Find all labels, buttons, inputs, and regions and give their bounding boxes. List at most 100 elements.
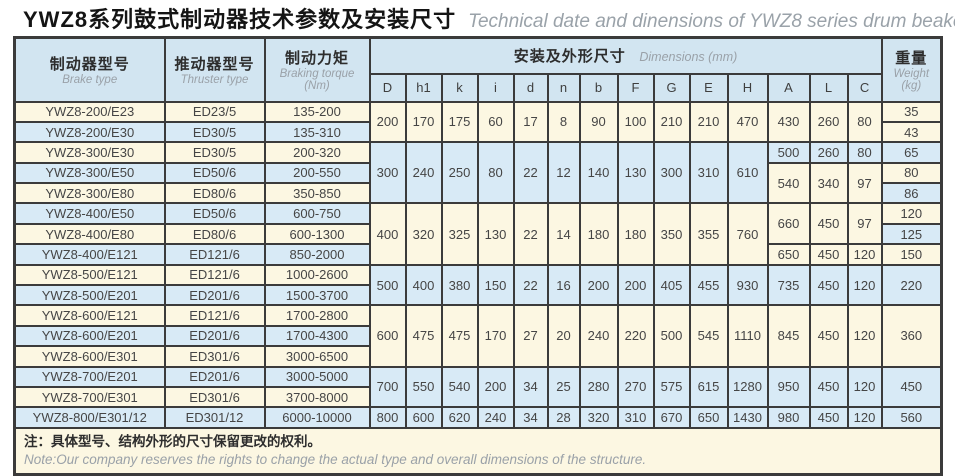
cell-torque: 350-850 <box>263 182 371 205</box>
table-row: YWZ8-700/E201 ED201/6 3000-5000 700 550 540 20… <box>13 365 943 409</box>
cell-k: 250 <box>440 141 479 205</box>
cell-thruster: ED30/5 <box>163 141 266 164</box>
cell-F: 100 <box>616 100 655 144</box>
cell-H: 470 <box>726 100 769 144</box>
cell-D: 200 <box>368 100 407 144</box>
spec-table: 制动器型号 Brake type 推动器型号 Thruster type 制动力… <box>13 36 944 476</box>
cell-weight: 150 <box>880 243 943 266</box>
cell-E: 355 <box>688 202 729 266</box>
cell-n: 16 <box>546 263 581 307</box>
cell-F: 310 <box>616 406 655 429</box>
cell-A: 650 <box>766 243 811 266</box>
cell-H: 610 <box>726 141 769 205</box>
cell-C: 120 <box>846 304 883 368</box>
table-footer: 注：具体型号、结构外形的尺寸保留更改的权利。 Note:Our company … <box>13 426 943 476</box>
cell-thruster: ED201/6 <box>163 365 266 388</box>
cell-torque: 200-550 <box>263 161 371 185</box>
cell-d: 22 <box>512 141 549 205</box>
cell-A: 980 <box>766 406 811 429</box>
cell-E: 615 <box>688 365 729 409</box>
brake-type-header-en: Brake type <box>62 74 118 87</box>
cell-h1: 240 <box>404 141 443 205</box>
table-row: YWZ8-500/E121 ED121/6 1000-2600 500 400 380 15… <box>13 263 943 307</box>
dim-col-i: i <box>476 72 515 103</box>
dim-col-k: k <box>440 72 479 103</box>
cell-brake: YWZ8-500/E201 <box>13 283 166 307</box>
cell-brake: YWZ8-400/E80 <box>13 222 166 246</box>
cell-brake: YWZ8-700/E201 <box>13 365 166 388</box>
dimensions-group-header: 安装及外形尺寸 Dimensions (mm) <box>368 36 883 75</box>
cell-G: 350 <box>652 202 691 266</box>
cell-E: 310 <box>688 141 729 205</box>
cell-d: 34 <box>512 365 549 409</box>
page-title-en: Technical date and dinensions of YWZ8 se… <box>468 11 955 32</box>
cell-A: 950 <box>766 365 811 409</box>
table-row: YWZ8-700/E301 ED301/6 3700-8000 <box>13 385 942 409</box>
cell-H: 1280 <box>726 365 769 409</box>
cell-weight: 220 <box>880 263 943 307</box>
cell-E: 545 <box>688 304 729 368</box>
cell-thruster: ED201/6 <box>163 283 266 307</box>
cell-H: 930 <box>726 263 769 307</box>
dim-col-n: n <box>546 72 581 103</box>
table-row: YWZ8-200/E30 ED30/5 135-310 43 <box>13 120 943 144</box>
table-row: YWZ8-600/E201 ED201/6 1700-4300 <box>13 324 942 348</box>
dim-col-G: G <box>652 72 691 103</box>
cell-brake: YWZ8-200/E23 <box>13 100 166 123</box>
cell-thruster: ED121/6 <box>163 263 266 287</box>
cell-k: 380 <box>440 263 479 307</box>
cell-G: 575 <box>652 365 691 409</box>
dim-col-D: D <box>368 72 407 103</box>
cell-n: 28 <box>546 406 581 429</box>
weight-header-unit: (kg) <box>901 80 922 93</box>
dim-col-F: F <box>616 72 655 103</box>
dim-col-L: L <box>808 72 849 103</box>
cell-i: 200 <box>476 365 515 409</box>
cell-G: 300 <box>652 141 691 205</box>
table-body: YWZ8-200/E23 ED23/5 135-200 200 170 175 60 17 8 9… <box>13 100 943 429</box>
cell-F: 270 <box>616 365 655 409</box>
cell-i: 80 <box>476 141 515 205</box>
cell-b: 320 <box>578 406 619 429</box>
table-header: 制动器型号 Brake type 推动器型号 Thruster type 制动力… <box>13 36 943 103</box>
dimensions-header-en: Dimensions (mm) <box>639 50 738 65</box>
cell-weight: 43 <box>880 120 943 144</box>
cell-brake: YWZ8-600/E201 <box>13 324 166 348</box>
cell-torque: 1700-2800 <box>263 304 371 327</box>
cell-A: 735 <box>766 263 811 307</box>
brake-type-header: 制动器型号 Brake type <box>13 36 166 103</box>
weight-header: 重量 Weight (kg) <box>880 36 943 103</box>
cell-L: 450 <box>808 304 849 368</box>
thruster-type-header-zh: 推动器型号 <box>174 56 255 74</box>
cell-brake: YWZ8-300/E50 <box>13 161 166 185</box>
cell-F: 200 <box>616 263 655 307</box>
cell-weight: 80 <box>880 161 943 185</box>
cell-torque: 3700-8000 <box>263 385 371 409</box>
note-en: Note:Our company reserves the rights to … <box>24 451 647 467</box>
cell-torque: 6000-10000 <box>263 406 371 429</box>
note-cell: 注：具体型号、结构外形的尺寸保留更改的权利。 Note:Our company … <box>13 426 943 476</box>
cell-thruster: ED23/5 <box>163 100 266 123</box>
cell-n: 14 <box>546 202 581 266</box>
cell-brake: YWZ8-300/E80 <box>13 182 166 205</box>
table-row: YWZ8-800/E301/12 ED301/12 6000-10000 800 600… <box>13 406 943 429</box>
cell-weight: 86 <box>880 182 943 205</box>
dim-col-H: H <box>726 72 769 103</box>
cell-torque: 1500-3700 <box>263 283 371 307</box>
weight-header-en: Weight <box>893 68 930 81</box>
dim-col-d: d <box>512 72 549 103</box>
cell-d: 17 <box>512 100 549 144</box>
cell-h1: 550 <box>404 365 443 409</box>
cell-thruster: ED80/6 <box>163 182 266 205</box>
cell-brake: YWZ8-500/E121 <box>13 263 166 287</box>
cell-A: 660 <box>766 202 811 246</box>
braking-torque-header-unit: (Nm) <box>304 80 330 93</box>
page-title-zh: YWZ8系列鼓式制动器技术参数及安装尺寸 <box>23 7 457 32</box>
cell-A: 500 <box>766 141 811 164</box>
table-row: YWZ8-600/E301 ED301/6 3000-6500 <box>13 345 942 368</box>
cell-n: 8 <box>546 100 581 144</box>
cell-A: 845 <box>766 304 811 368</box>
cell-b: 200 <box>578 263 619 307</box>
